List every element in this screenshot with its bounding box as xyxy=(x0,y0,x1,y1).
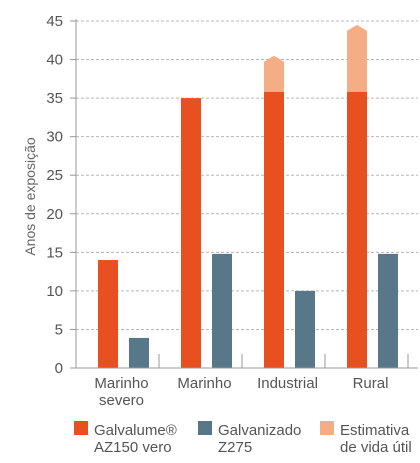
legend-label: Z275 xyxy=(218,439,252,456)
legend-swatch xyxy=(320,421,334,435)
legend-label: AZ150 vero xyxy=(94,439,172,456)
y-tick-label: 30 xyxy=(46,129,63,146)
y-tick-label: 40 xyxy=(46,52,63,69)
y-tick-label: 5 xyxy=(55,321,63,338)
legend-swatch xyxy=(198,421,212,435)
bar-galvalume xyxy=(98,260,118,368)
bar-galvanizado xyxy=(129,337,149,368)
y-tick-label: 25 xyxy=(46,167,63,184)
y-axis-label: Anos de exposição xyxy=(22,137,38,256)
legend-swatch xyxy=(74,421,88,435)
bar-estimativa xyxy=(264,55,284,92)
x-tick-label: severo xyxy=(99,392,144,409)
bar-galvalume xyxy=(347,91,367,368)
bar-estimativa xyxy=(347,24,367,92)
bar-galvanizado xyxy=(378,253,398,368)
legend-label: Galvalume® xyxy=(94,422,177,439)
bar-galvalume xyxy=(264,91,284,368)
x-tick-label: Rural xyxy=(353,375,389,392)
bar-galvalume xyxy=(181,98,201,368)
legend-label: de vida útil xyxy=(340,439,412,456)
y-tick-label: 10 xyxy=(46,283,63,300)
x-tick-label: Marinho xyxy=(177,375,231,392)
y-tick-label: 35 xyxy=(46,90,63,107)
bar-galvanizado xyxy=(295,290,315,368)
bar-galvanizado xyxy=(212,253,232,368)
y-tick-label: 45 xyxy=(46,13,63,30)
y-tick-label: 15 xyxy=(46,244,63,261)
x-tick-label: Industrial xyxy=(257,375,318,392)
y-tick-label: 0 xyxy=(55,360,63,377)
y-tick-label: 20 xyxy=(46,206,63,223)
legend-label: Galvanizado xyxy=(218,422,301,439)
legend-label: Estimativa xyxy=(340,422,410,439)
x-tick-label: Marinho xyxy=(94,375,148,392)
